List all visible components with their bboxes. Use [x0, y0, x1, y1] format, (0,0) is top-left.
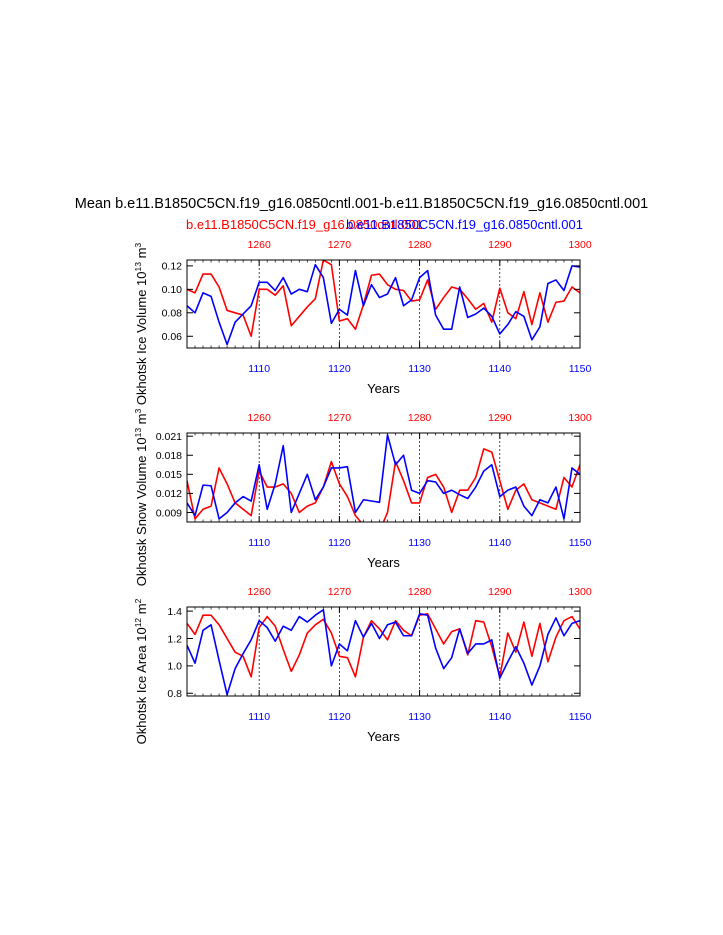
series-line-blue [187, 434, 580, 520]
x-tick-label-top-1280: 1280 [408, 412, 432, 424]
y-tick-label: 0.018 [156, 450, 182, 462]
x-tick-label-bottom-1140: 1140 [488, 711, 511, 723]
figure-title: Mean b.e11.B1850C5CN.f19_g16.0850cntl.00… [75, 196, 648, 212]
x-tick-label-top-1300: 1300 [568, 239, 592, 251]
y-tick-label: 0.009 [156, 507, 182, 519]
y-tick-label: 1.0 [167, 661, 182, 673]
x-axis-label: Years [367, 381, 400, 396]
x-tick-label-bottom-1140: 1140 [488, 363, 511, 375]
series-line-blue [187, 263, 580, 346]
series-group [187, 434, 580, 522]
x-tick-label-top-1270: 1270 [328, 586, 352, 598]
x-tick-label-bottom-1110: 1110 [248, 363, 270, 375]
y-tick-label: 0.012 [156, 488, 182, 500]
y-tick-label: 0.015 [156, 469, 182, 481]
panel-1: 1110 1120 1130 1140 1150 1260 1270 1280 1290 1300… [133, 239, 592, 405]
x-tick-label-bottom-1150: 1150 [569, 363, 592, 375]
y-tick-label: 0.8 [167, 688, 182, 700]
y-tick-label: 0.10 [162, 284, 183, 296]
y-axis-label-part: m [134, 248, 149, 262]
x-tick-label-top-1260: 1260 [248, 586, 272, 598]
x-tick-label-top-1300: 1300 [568, 412, 592, 424]
y-axis-label-part: m [134, 413, 149, 427]
y-axis-label: Okhotsk Snow Volume 1013 m3 [133, 408, 149, 586]
plot-frame [186, 432, 581, 523]
panels-group: 1110 1120 1130 1140 1150 1260 1270 1280 1290 1300… [133, 239, 592, 744]
series-line-red [187, 260, 580, 338]
x-tick-label-bottom-1110: 1110 [248, 537, 270, 549]
series-line-red [187, 613, 580, 678]
x-tick-label-bottom-1150: 1150 [569, 711, 592, 723]
y-tick-label: 1.2 [167, 633, 182, 645]
y-tick-label: 0.021 [156, 431, 182, 443]
x-tick-label-top-1270: 1270 [328, 239, 352, 251]
x-tick-label-bottom-1130: 1130 [408, 537, 431, 549]
y-tick-label: 0.12 [162, 261, 183, 273]
x-tick-label-top-1300: 1300 [568, 586, 592, 598]
x-tick-label-bottom-1110: 1110 [248, 711, 270, 723]
series-group [187, 608, 580, 696]
x-axis-label: Years [367, 729, 400, 744]
panel-3: 1110 1120 1130 1140 1150 1260 1270 1280 1290 1300… [133, 586, 592, 744]
y-axis-label-part: Okhotsk Ice Volume 10 [134, 271, 149, 405]
panel-2: 1110 1120 1130 1140 1150 1260 1270 1280 1290 1300… [133, 408, 592, 586]
plot-frame [186, 259, 581, 349]
y-axis-label-exponent: 3 [133, 243, 143, 248]
y-tick-label: 0.06 [162, 331, 183, 343]
y-axis-label-exponent: 13 [133, 262, 143, 272]
x-tick-label-bottom-1130: 1130 [408, 363, 431, 375]
y-axis-label-exponent: 13 [133, 428, 143, 438]
y-axis-label-part: m [134, 603, 149, 617]
x-tick-label-bottom-1140: 1140 [488, 537, 511, 549]
x-axis-label: Years [367, 555, 400, 570]
series-line-blue [187, 608, 580, 696]
series-group [187, 260, 580, 346]
y-axis-label: Okhotsk Ice Volume 1013 m3 [133, 243, 149, 406]
x-tick-label-top-1290: 1290 [488, 239, 512, 251]
y-tick-label: 0.08 [162, 308, 183, 320]
y-axis-label: Okhotsk Ice Area 1012 m2 [133, 598, 149, 744]
y-axis-label-exponent: 3 [133, 408, 143, 413]
y-axis-label-exponent: 12 [133, 618, 143, 628]
x-tick-label-bottom-1120: 1120 [328, 537, 351, 549]
x-tick-label-bottom-1120: 1120 [328, 363, 351, 375]
subtitle-red: b.e11.B1850C5CN.f19_g16.0850cntl.001 [186, 217, 423, 232]
x-tick-label-bottom-1130: 1130 [408, 711, 431, 723]
x-tick-label-top-1270: 1270 [328, 412, 352, 424]
x-tick-label-top-1290: 1290 [488, 586, 512, 598]
x-tick-label-top-1290: 1290 [488, 412, 512, 424]
x-tick-label-top-1280: 1280 [408, 586, 432, 598]
y-axis-label-exponent: 2 [133, 598, 143, 603]
y-axis-label-part: Okhotsk Ice Area 10 [134, 627, 149, 744]
x-tick-label-bottom-1150: 1150 [569, 537, 592, 549]
y-axis-label-part: Okhotsk Snow Volume 10 [134, 437, 149, 586]
x-tick-label-bottom-1120: 1120 [328, 711, 351, 723]
series-line-red [187, 448, 580, 522]
x-tick-label-top-1280: 1280 [408, 239, 432, 251]
x-tick-label-top-1260: 1260 [248, 412, 272, 424]
subtitle-blue: b.e11.B1850C5CN.f19_g16.0850cntl.001 [346, 217, 583, 232]
y-tick-label: 1.4 [167, 606, 182, 618]
plot-frame [186, 606, 581, 697]
x-tick-label-top-1260: 1260 [248, 239, 272, 251]
